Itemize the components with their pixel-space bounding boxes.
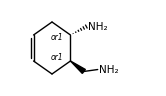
Polygon shape bbox=[70, 61, 85, 73]
Text: NH₂: NH₂ bbox=[99, 65, 119, 74]
Text: or1: or1 bbox=[51, 53, 63, 62]
Text: NH₂: NH₂ bbox=[88, 22, 107, 32]
Text: or1: or1 bbox=[51, 34, 63, 43]
